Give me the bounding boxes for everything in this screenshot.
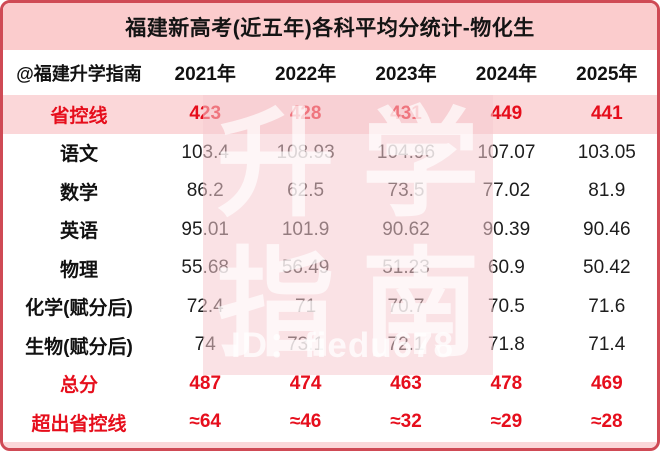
row-value: ≈64 (189, 411, 221, 433)
row-value: 51.23 (382, 257, 430, 279)
year-column-header: 2022年 (274, 64, 337, 85)
row-value: 72.4 (186, 295, 224, 317)
row-value: 56.49 (281, 257, 330, 279)
table-row: 省控线 423 428 431 449 441 (3, 95, 657, 134)
row-value: 103.05 (577, 141, 636, 163)
row-label: 数学 (59, 182, 98, 204)
row-value: 90.62 (382, 218, 430, 240)
row-value: 55.68 (181, 257, 229, 279)
row-value: 108.93 (276, 141, 335, 163)
row-value: 73.1 (287, 334, 325, 356)
row-value: 104.96 (376, 141, 436, 163)
row-value: 60.9 (487, 257, 525, 279)
source-label: @福建升学指南 (16, 63, 142, 84)
row-label: 省控线 (50, 105, 108, 127)
row-label: 物理 (59, 259, 98, 281)
table-row: 化学(赋分后) 72.4 71 70.7 70.5 71.6 (3, 288, 657, 327)
row-label: 英语 (59, 221, 98, 243)
row-value: 423 (189, 103, 222, 125)
row-value: 71.6 (588, 295, 626, 317)
table-row: 总分 487 474 463 478 469 (3, 365, 657, 404)
row-value: 77.02 (482, 180, 531, 202)
row-value: ≈32 (390, 411, 422, 433)
row-label: 超出省控线 (31, 413, 127, 435)
table-row: 生物(赋分后) 74 73.1 72.1 71.8 71.4 (3, 326, 657, 365)
row-value: 74 (194, 334, 216, 356)
year-column-header: 2025年 (576, 64, 638, 85)
row-value: 474 (289, 372, 322, 394)
row-label: 总分 (59, 375, 98, 397)
row-value: 81.9 (588, 180, 626, 202)
table-row: 物理 55.68 56.49 51.23 60.9 50.42 (3, 249, 657, 288)
year-column-header: 2021年 (174, 64, 236, 85)
row-value: 431 (390, 103, 422, 125)
table-header-row: @福建升学指南 2021年 2022年 2023年 2024年 2025年 (3, 50, 657, 95)
row-value: 86.2 (186, 180, 224, 202)
row-value: 71.4 (588, 334, 626, 356)
row-value: 72.1 (387, 334, 425, 356)
row-label: 语文 (59, 144, 98, 166)
row-value: 90.39 (482, 218, 531, 240)
year-column-header: 2023年 (375, 64, 437, 85)
row-value: 469 (590, 372, 623, 394)
table-row: 语文 103.4 108.93 104.96 107.07 103.05 (3, 134, 657, 173)
row-value: 62.5 (287, 180, 325, 202)
row-value: 103.4 (181, 141, 229, 163)
row-value: 449 (490, 103, 523, 125)
row-value: 441 (590, 103, 623, 125)
bottom-accent-strip (3, 442, 657, 448)
row-value: 107.07 (477, 141, 536, 163)
page-title: 福建新高考(近五年)各科平均分统计-物化生 (3, 3, 657, 50)
row-value: 73.5 (387, 180, 425, 202)
row-label: 化学(赋分后) (25, 298, 133, 320)
table-row: 数学 86.2 62.5 73.5 77.02 81.9 (3, 172, 657, 211)
row-value: 90.46 (583, 218, 631, 240)
row-value: 478 (490, 372, 523, 394)
row-value: ≈46 (289, 411, 322, 433)
table-row: 英语 95.01 101.9 90.62 90.39 90.46 (3, 211, 657, 250)
row-value: ≈28 (591, 411, 623, 433)
row-value: 70.5 (487, 295, 525, 317)
table-row: 超出省控线 ≈64 ≈46 ≈32 ≈29 ≈28 (3, 403, 657, 442)
row-value: 101.9 (281, 218, 330, 240)
row-value: 463 (390, 372, 422, 394)
row-value: 95.01 (181, 218, 229, 240)
row-value: 487 (189, 372, 222, 394)
row-value: 428 (289, 103, 322, 125)
row-value: 70.7 (387, 295, 425, 317)
year-column-header: 2024年 (475, 64, 538, 85)
row-value: ≈29 (490, 411, 523, 433)
row-value: 50.42 (583, 257, 631, 279)
table-body: 省控线 423 428 431 449 441 语文 103.4 108.93 104.96 107… (3, 95, 657, 442)
row-value: 71 (295, 295, 317, 317)
row-label: 生物(赋分后) (25, 336, 133, 358)
row-value: 71.8 (487, 334, 525, 356)
